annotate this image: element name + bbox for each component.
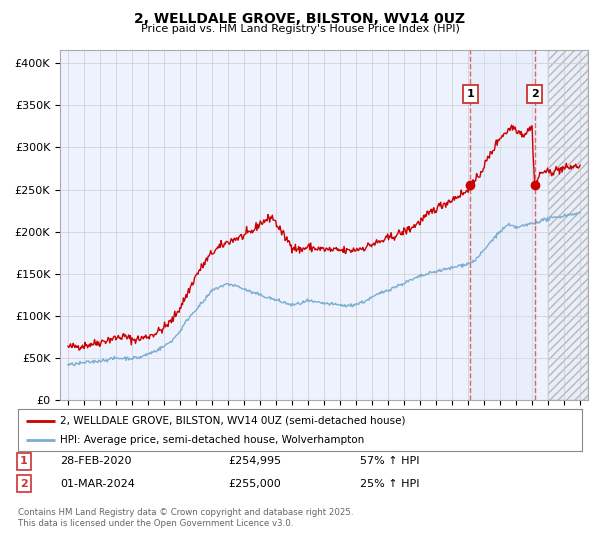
Text: £254,995: £254,995 — [228, 456, 281, 466]
Text: Contains HM Land Registry data © Crown copyright and database right 2025.
This d: Contains HM Land Registry data © Crown c… — [18, 508, 353, 528]
Text: 2: 2 — [20, 479, 28, 489]
Text: 28-FEB-2020: 28-FEB-2020 — [60, 456, 131, 466]
Text: 1: 1 — [467, 89, 474, 99]
Text: 01-MAR-2024: 01-MAR-2024 — [60, 479, 135, 489]
Text: HPI: Average price, semi-detached house, Wolverhampton: HPI: Average price, semi-detached house,… — [60, 435, 365, 445]
Text: Price paid vs. HM Land Registry's House Price Index (HPI): Price paid vs. HM Land Registry's House … — [140, 24, 460, 34]
Text: 57% ↑ HPI: 57% ↑ HPI — [360, 456, 419, 466]
Text: 25% ↑ HPI: 25% ↑ HPI — [360, 479, 419, 489]
Text: 1: 1 — [20, 456, 28, 466]
Bar — [548, 50, 588, 400]
Text: 2, WELLDALE GROVE, BILSTON, WV14 0UZ (semi-detached house): 2, WELLDALE GROVE, BILSTON, WV14 0UZ (se… — [60, 416, 406, 426]
Bar — [470, 50, 535, 400]
Text: 2: 2 — [531, 89, 539, 99]
Text: 2, WELLDALE GROVE, BILSTON, WV14 0UZ: 2, WELLDALE GROVE, BILSTON, WV14 0UZ — [134, 12, 466, 26]
Text: £255,000: £255,000 — [228, 479, 281, 489]
